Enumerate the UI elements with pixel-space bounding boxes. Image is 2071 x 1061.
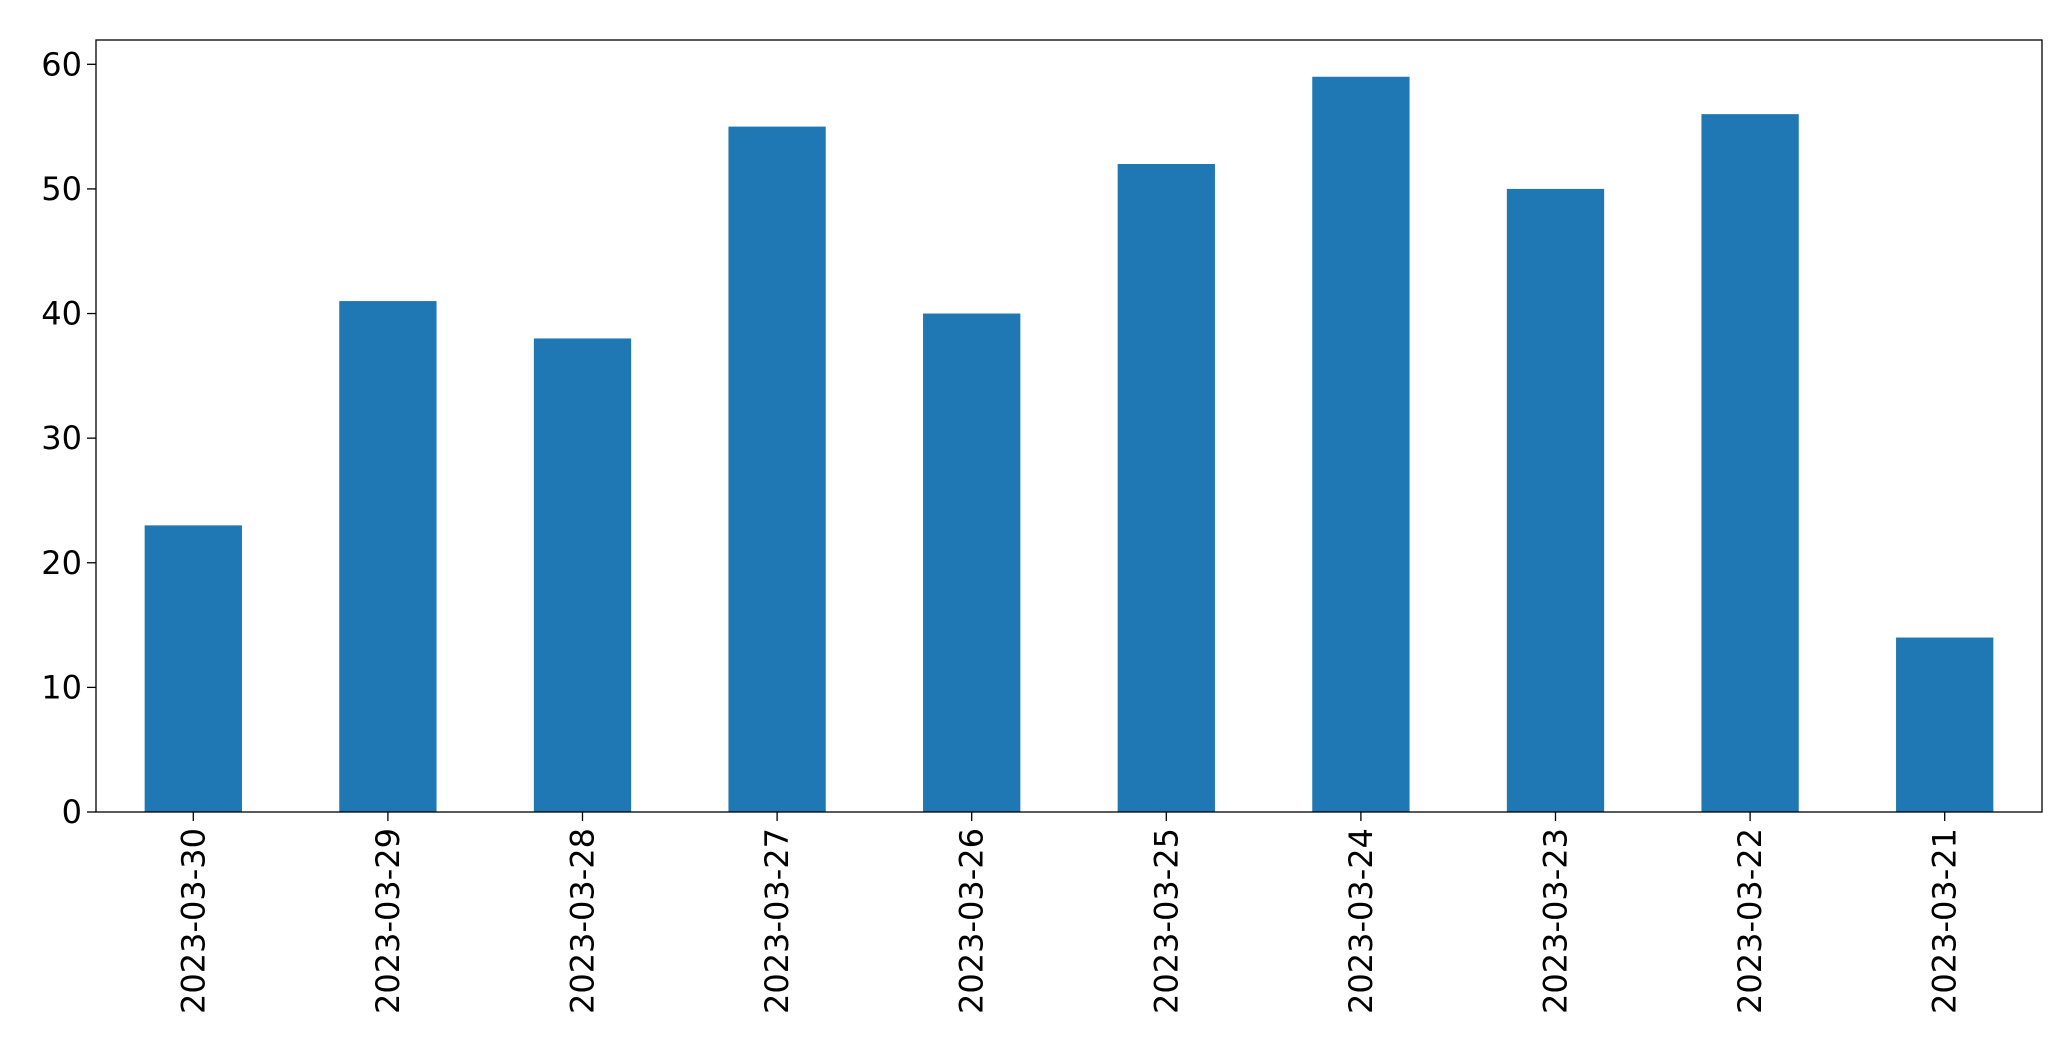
y-tick-label: 10	[41, 668, 82, 706]
bar	[1506, 188, 1605, 812]
bar	[728, 126, 826, 812]
bar	[144, 525, 242, 812]
bar	[1117, 163, 1215, 813]
x-tick-label: 2023-03-25	[1147, 828, 1185, 1014]
y-tick-label: 20	[41, 544, 82, 582]
y-tick-label: 50	[41, 170, 82, 208]
x-tick-label: 2023-03-22	[1731, 828, 1769, 1014]
bar	[533, 338, 632, 812]
x-tick-label: 2023-03-21	[1926, 828, 1964, 1014]
x-tick-label: 2023-03-23	[1537, 828, 1575, 1014]
bar	[1312, 76, 1410, 812]
bar	[1701, 114, 1799, 812]
x-tick-label: 2023-03-27	[758, 828, 796, 1014]
bar	[923, 313, 1021, 812]
x-tick-label: 2023-03-29	[369, 828, 407, 1014]
x-tick-label: 2023-03-24	[1342, 828, 1380, 1014]
x-tick-label: 2023-03-28	[564, 828, 602, 1014]
y-tick-label: 30	[41, 419, 82, 457]
y-tick-label: 40	[41, 295, 82, 333]
bar	[1896, 637, 1994, 812]
y-tick-label: 60	[41, 45, 82, 83]
y-tick-label: 0	[62, 793, 82, 831]
plot-frame	[95, 39, 2043, 813]
bar	[339, 301, 437, 812]
x-tick-label: 2023-03-30	[174, 828, 212, 1014]
x-tick-label: 2023-03-26	[953, 828, 991, 1014]
